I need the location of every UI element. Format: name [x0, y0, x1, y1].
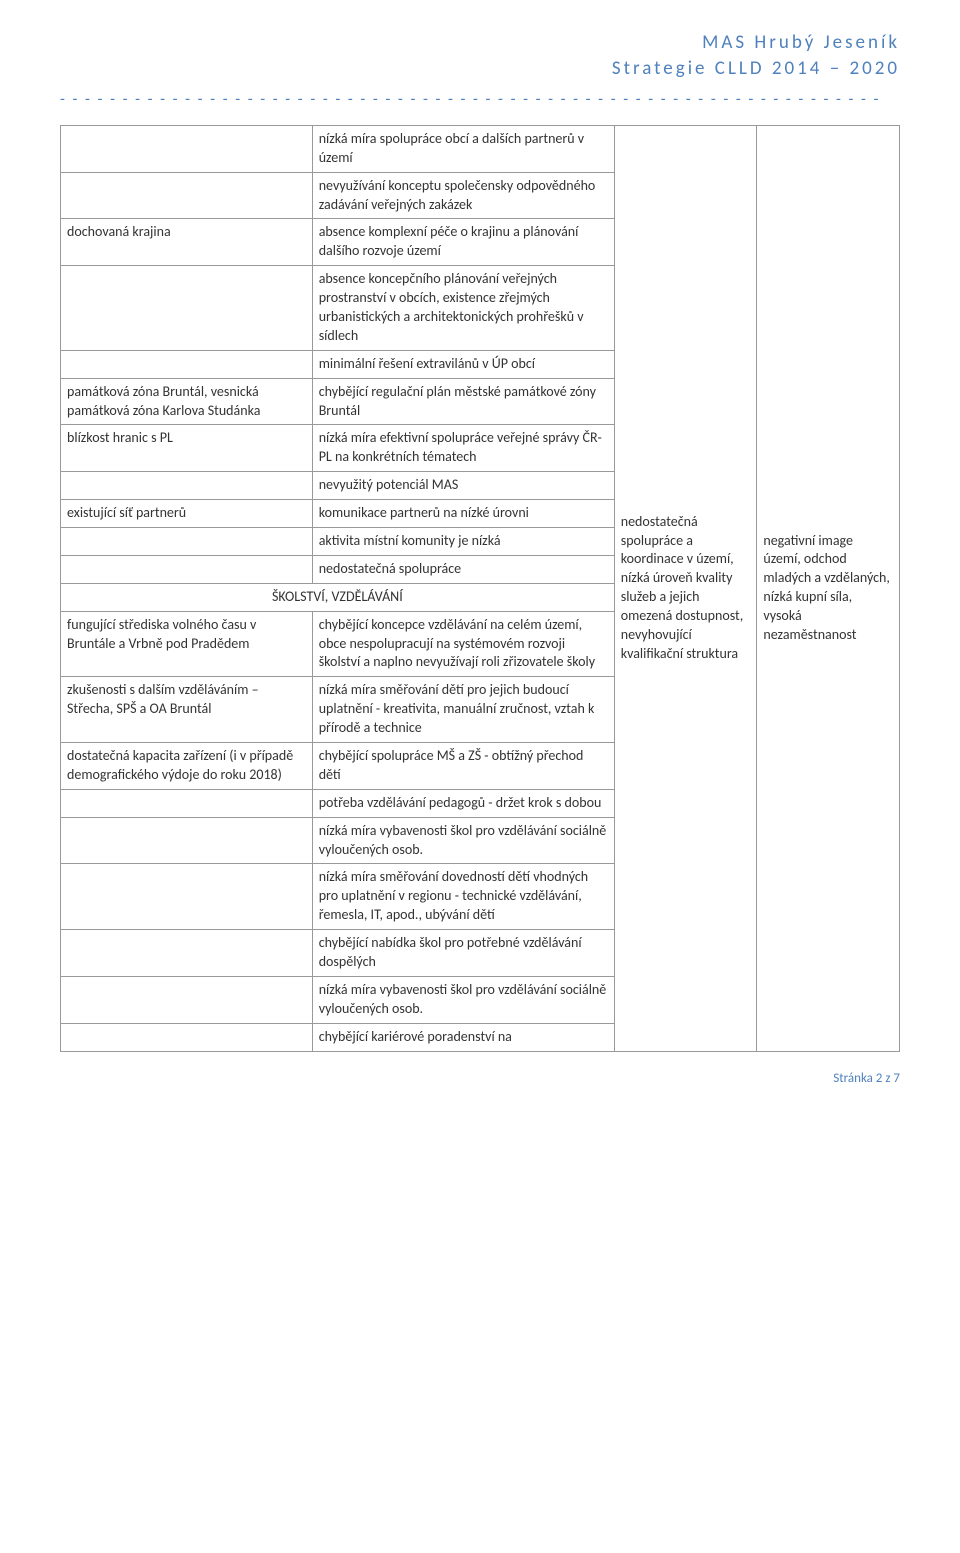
cell-mid: nízká míra vybavenosti škol pro vzdělává…	[312, 817, 614, 864]
cell-left	[61, 817, 313, 864]
cell-left	[61, 864, 313, 930]
cell-mid: nízká míra směřování dětí pro jejich bud…	[312, 677, 614, 743]
cell-left: existující síť partnerů	[61, 500, 313, 528]
cell-mid: nízká míra vybavenosti škol pro vzdělává…	[312, 976, 614, 1023]
cell-mid: chybějící spolupráce MŠ a ZŠ - obtížný p…	[312, 743, 614, 790]
cell-left	[61, 789, 313, 817]
cell-left: fungující střediska volného času v Brunt…	[61, 611, 313, 677]
cell-left: dochovaná krajina	[61, 219, 313, 266]
cell-mid: absence komplexní péče o krajinu a pláno…	[312, 219, 614, 266]
cell-left	[61, 1023, 313, 1051]
cell-mid: nízká míra efektivní spolupráce veřejné …	[312, 425, 614, 472]
cell-left	[61, 930, 313, 977]
cell-mid: nedostatečná spolupráce	[312, 555, 614, 583]
cell-mid: chybějící koncepce vzdělávání na celém ú…	[312, 611, 614, 677]
cell-col3: nedostatečná spolupráce a koordinace v ú…	[614, 125, 757, 1051]
cell-mid: aktivita místní komunity je nízká	[312, 528, 614, 556]
table-row: nízká míra spolupráce obcí a dalších par…	[61, 125, 900, 172]
cell-left: zkušenosti s dalším vzděláváním – Střech…	[61, 677, 313, 743]
header-title-2: Strategie CLLD 2014 – 2020	[60, 56, 900, 82]
page-number: Stránka 2 z 7	[833, 1071, 900, 1086]
cell-left	[61, 350, 313, 378]
cell-left	[61, 472, 313, 500]
cell-col4: negativní image území, odchod mladých a …	[757, 125, 900, 1051]
cell-mid: chybějící kariérové poradenství na	[312, 1023, 614, 1051]
cell-left: blízkost hranic s PL	[61, 425, 313, 472]
cell-mid: minimální řešení extravilánů v ÚP obcí	[312, 350, 614, 378]
cell-mid: komunikace partnerů na nízké úrovni	[312, 500, 614, 528]
cell-mid: nízká míra směřování dovedností dětí vho…	[312, 864, 614, 930]
cell-left	[61, 528, 313, 556]
cell-left	[61, 555, 313, 583]
cell-mid: potřeba vzdělávání pedagogů - držet krok…	[312, 789, 614, 817]
content-table: nízká míra spolupráce obcí a dalších par…	[60, 125, 900, 1052]
cell-left	[61, 172, 313, 219]
cell-left	[61, 976, 313, 1023]
cell-mid: chybějící nabídka škol pro potřebné vzdě…	[312, 930, 614, 977]
section-header: ŠKOLSTVÍ, VZDĚLÁVÁNÍ	[61, 583, 615, 611]
cell-mid: nevyužitý potenciál MAS	[312, 472, 614, 500]
header-divider: - - - - - - - - - - - - - - - - - - - - …	[60, 89, 900, 111]
cell-left: památková zóna Bruntál, vesnická památko…	[61, 378, 313, 425]
cell-mid: absence koncepčního plánování veřejných …	[312, 266, 614, 351]
cell-left: dostatečná kapacita zařízení (i v případ…	[61, 743, 313, 790]
cell-mid: nevyužívání konceptu společensky odpověd…	[312, 172, 614, 219]
cell-mid: nízká míra spolupráce obcí a dalších par…	[312, 125, 614, 172]
cell-mid: chybějící regulační plán městské památko…	[312, 378, 614, 425]
page-header: MAS Hrubý Jeseník Strategie CLLD 2014 – …	[60, 30, 900, 81]
cell-left	[61, 125, 313, 172]
page-footer: Stránka 2 z 7	[60, 1070, 900, 1088]
header-title-1: MAS Hrubý Jeseník	[60, 30, 900, 56]
cell-left	[61, 266, 313, 351]
